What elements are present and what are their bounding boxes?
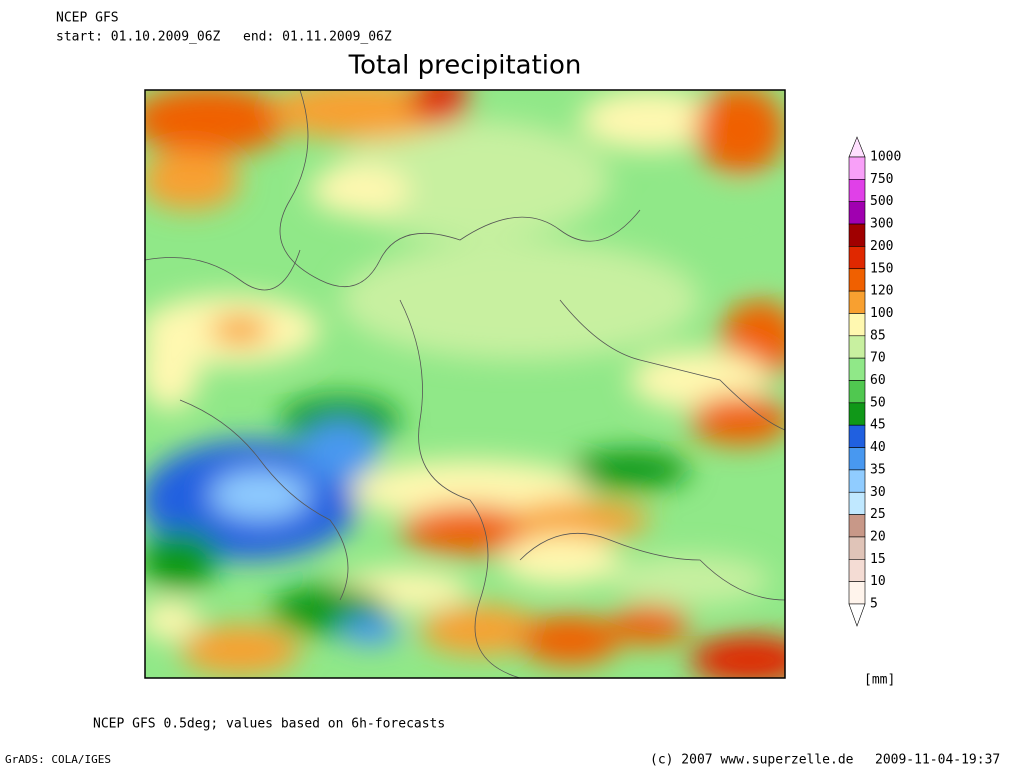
colorbar-label: 1000 — [870, 150, 901, 165]
colorbar-swatch — [848, 335, 866, 359]
colorbar-swatch — [848, 536, 866, 560]
colorbar-end — [848, 603, 866, 627]
colorbar-swatch — [848, 424, 866, 448]
colorbar: 1000 750 500 300 200 150 120 100 85 70 60 50 45 40 35 3… — [848, 136, 901, 627]
colorbar-label: 35 — [870, 462, 886, 477]
colorbar-label: 150 — [870, 261, 893, 276]
colorbar-label: 45 — [870, 418, 886, 433]
colorbar-swatch — [848, 290, 866, 314]
colorbar-label: 60 — [870, 373, 886, 388]
copyright: (c) 2007 www.superzelle.de — [650, 753, 854, 768]
colorbar-swatch — [848, 447, 866, 471]
colorbar-swatch — [848, 313, 866, 337]
colorbar-swatch — [848, 514, 866, 538]
colorbar-label: 50 — [870, 395, 886, 410]
colorbar-label: 5 — [870, 597, 878, 612]
colorbar-swatch — [848, 558, 866, 582]
note: NCEP GFS 0.5deg; values based on 6h-fore… — [93, 717, 445, 732]
colorbar-label: 85 — [870, 328, 886, 343]
colorbar-swatch — [848, 268, 866, 292]
colorbar-label: 25 — [870, 507, 886, 522]
colorbar-label: 500 — [870, 194, 893, 209]
colorbar-swatch — [848, 380, 866, 404]
software: GrADS: COLA/IGES — [5, 753, 111, 766]
end: end: 01.11.2009_06Z — [243, 30, 392, 45]
colorbar-label: 300 — [870, 217, 893, 232]
colorbar-label: 40 — [870, 440, 886, 455]
colorbar-label: 200 — [870, 239, 893, 254]
colorbar-label: 10 — [870, 574, 886, 589]
colorbar-label: 120 — [870, 284, 893, 299]
start: start: 01.10.2009_06Z — [56, 30, 221, 45]
unit: [mm] — [864, 673, 895, 688]
colorbar-end — [848, 136, 866, 158]
colorbar-label: 750 — [870, 172, 893, 187]
colorbar-label: 30 — [870, 485, 886, 500]
colorbar-label: 20 — [870, 529, 886, 544]
colorbar-swatch — [848, 223, 866, 247]
colorbar-swatch — [848, 357, 866, 381]
colorbar-swatch — [848, 581, 866, 605]
colorbar-swatch — [848, 246, 866, 270]
coastlines — [145, 90, 785, 678]
colorbar-label: 100 — [870, 306, 893, 321]
model: NCEP GFS — [56, 11, 119, 26]
colorbar-label: 70 — [870, 351, 886, 366]
colorbar-label: 15 — [870, 552, 886, 567]
colorbar-swatch — [848, 179, 866, 203]
colorbar-swatch — [848, 402, 866, 426]
title: Total precipitation — [348, 51, 582, 81]
map-frame — [144, 89, 786, 679]
colorbar-swatch — [848, 156, 866, 180]
colorbar-swatch — [848, 201, 866, 225]
timestamp: 2009-11-04-19:37 — [875, 753, 1000, 768]
colorbar-swatch — [848, 491, 866, 515]
colorbar-swatch — [848, 469, 866, 493]
precip-field — [145, 90, 785, 678]
